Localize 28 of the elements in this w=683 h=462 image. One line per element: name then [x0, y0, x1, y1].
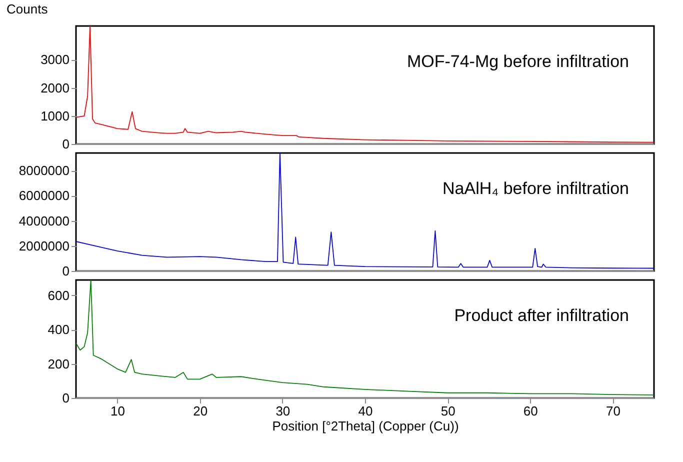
y-tick-label: 2000: [40, 80, 70, 96]
y-tick-label: 0: [62, 264, 70, 278]
y-tick-label: 4000000: [18, 213, 70, 228]
y-tick-label: 6000000: [18, 188, 70, 204]
line-series: [76, 153, 654, 269]
line-series: [76, 280, 654, 396]
x-tick-label: 30: [276, 404, 290, 418]
annotation: Product after infiltration: [454, 306, 629, 325]
x-tick-label: 60: [523, 404, 538, 418]
x-axis-title: Position [°2Theta] (Copper (Cu)): [272, 418, 459, 434]
x-tick-label: 20: [193, 404, 208, 418]
y-tick-label: 1000: [40, 108, 70, 124]
y-axis-title: Counts: [6, 2, 48, 16]
y-tick-label: 0: [62, 136, 70, 152]
y-tick-label: 400: [48, 322, 70, 338]
y-tick-label: 0: [62, 390, 70, 406]
y-tick-label: 8000000: [18, 163, 70, 178]
y-tick-label: 3000: [40, 52, 70, 68]
y-tick-label: 2000000: [18, 238, 70, 254]
y-tick-label: 600: [48, 288, 70, 303]
line-series: [76, 26, 654, 143]
x-tick-label: 40: [358, 404, 373, 418]
annotation: NaAlH₄ before infiltration: [442, 179, 629, 198]
x-tick-label: 50: [440, 404, 456, 418]
annotation: MOF-74-Mg before infiltration: [406, 52, 629, 71]
y-tick-label: 200: [48, 356, 70, 372]
x-tick-label: 70: [606, 404, 620, 418]
x-tick-label: 10: [110, 404, 126, 418]
